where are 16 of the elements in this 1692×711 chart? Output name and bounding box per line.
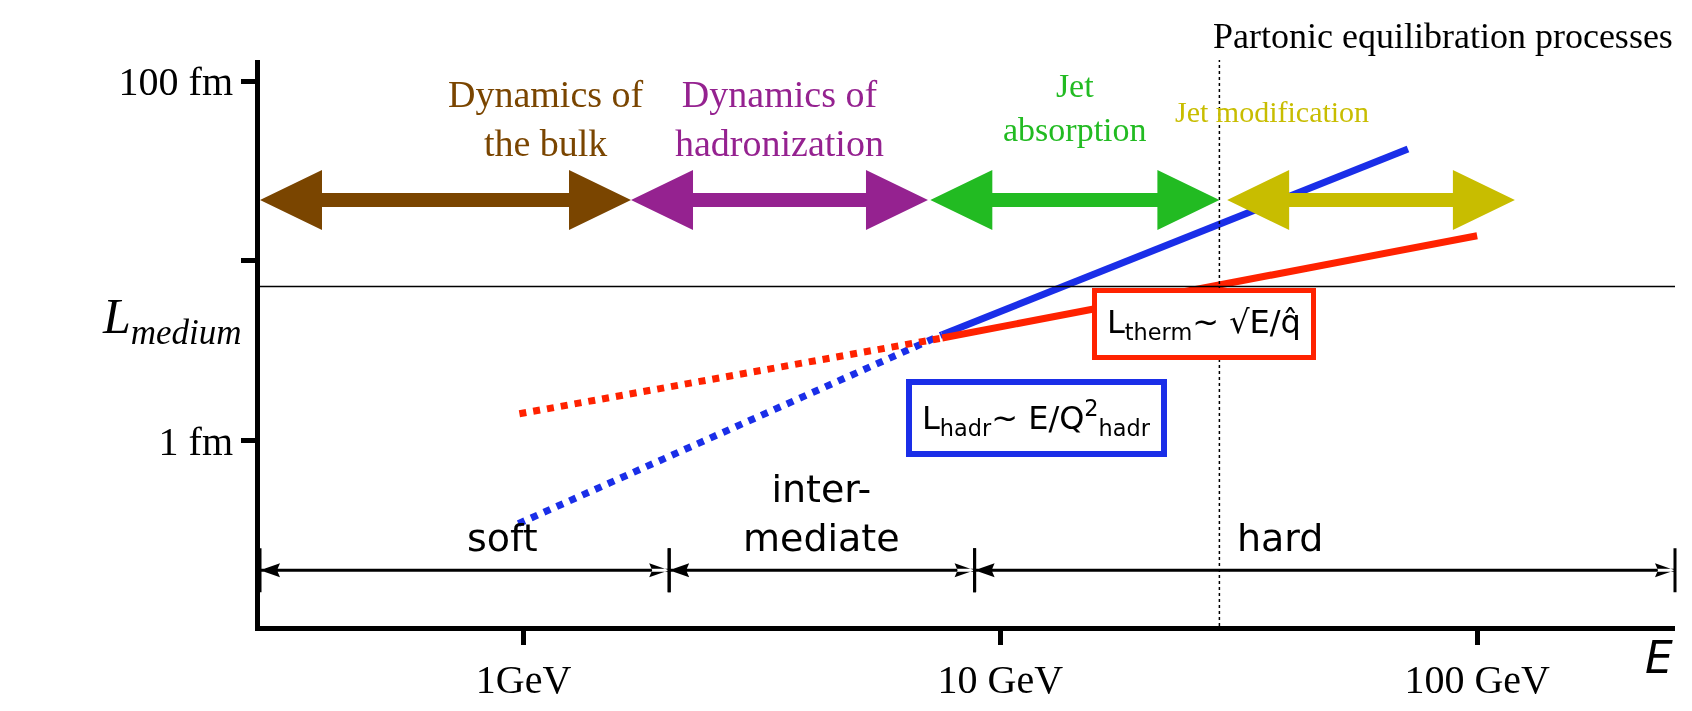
x-tick-label: 1GeV <box>475 657 572 702</box>
annotation: soft <box>467 516 538 560</box>
x-axis-title: E <box>1645 632 1673 683</box>
x-tick-label: 100 GeV <box>1404 657 1551 702</box>
annotation: L$_{therm}$~ √E/q̂ <box>1107 303 1301 345</box>
annotation: Dynamics of the bulk <box>448 73 644 165</box>
ref-line-label: L$_{medium}$ <box>102 288 242 352</box>
y-tick-label: 1 fm <box>158 418 233 464</box>
x-tick-label: 10 GeV <box>937 657 1064 702</box>
y-tick-label: 100 fm <box>118 59 233 105</box>
text: Partonic equilibration processes <box>1213 16 1673 56</box>
annotation: Jet absorption <box>1003 67 1147 149</box>
annotation: Dynamics of hadronization <box>675 73 884 165</box>
annotation: Jet modification <box>1175 95 1370 128</box>
annotation: inter- mediate <box>743 467 900 561</box>
annotation: hard <box>1237 516 1324 560</box>
